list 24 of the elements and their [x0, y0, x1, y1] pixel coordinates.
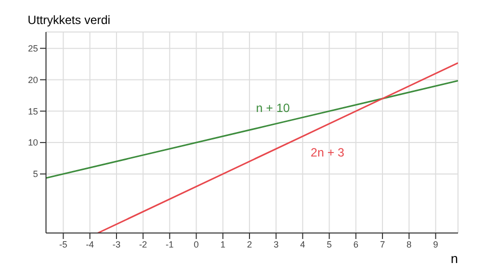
y-tick-label: 20: [28, 74, 38, 85]
x-tick-label: 7: [380, 239, 385, 250]
x-tick-label: 6: [353, 239, 358, 250]
x-tick-label: -2: [139, 239, 148, 250]
x-tick-label: 9: [433, 239, 438, 250]
x-tick-label: 0: [194, 239, 199, 250]
y-tick-label: 25: [28, 44, 38, 54]
x-tick-label: -3: [112, 239, 120, 250]
x-tick-label: 4: [300, 239, 306, 250]
y-tick-label: 10: [28, 138, 38, 148]
y-tick-label: 5: [32, 169, 38, 180]
x-tick-label: 1: [220, 239, 226, 250]
x-tick-label: -4: [86, 239, 94, 250]
x-tick-label: -1: [166, 239, 174, 250]
x-tick-label: -5: [59, 239, 68, 250]
x-tick-label: 2: [246, 239, 252, 250]
x-tick-label: 5: [326, 239, 332, 250]
series-label: 2n + 3: [310, 145, 345, 160]
x-axis-title: n: [450, 251, 458, 266]
x-tick-label: 8: [406, 239, 412, 250]
x-tick-label: 3: [274, 239, 279, 250]
y-axis-title: Uttrykkets verdi: [28, 13, 110, 27]
series-label: n + 10: [256, 100, 290, 115]
y-tick-label: 15: [28, 106, 38, 116]
